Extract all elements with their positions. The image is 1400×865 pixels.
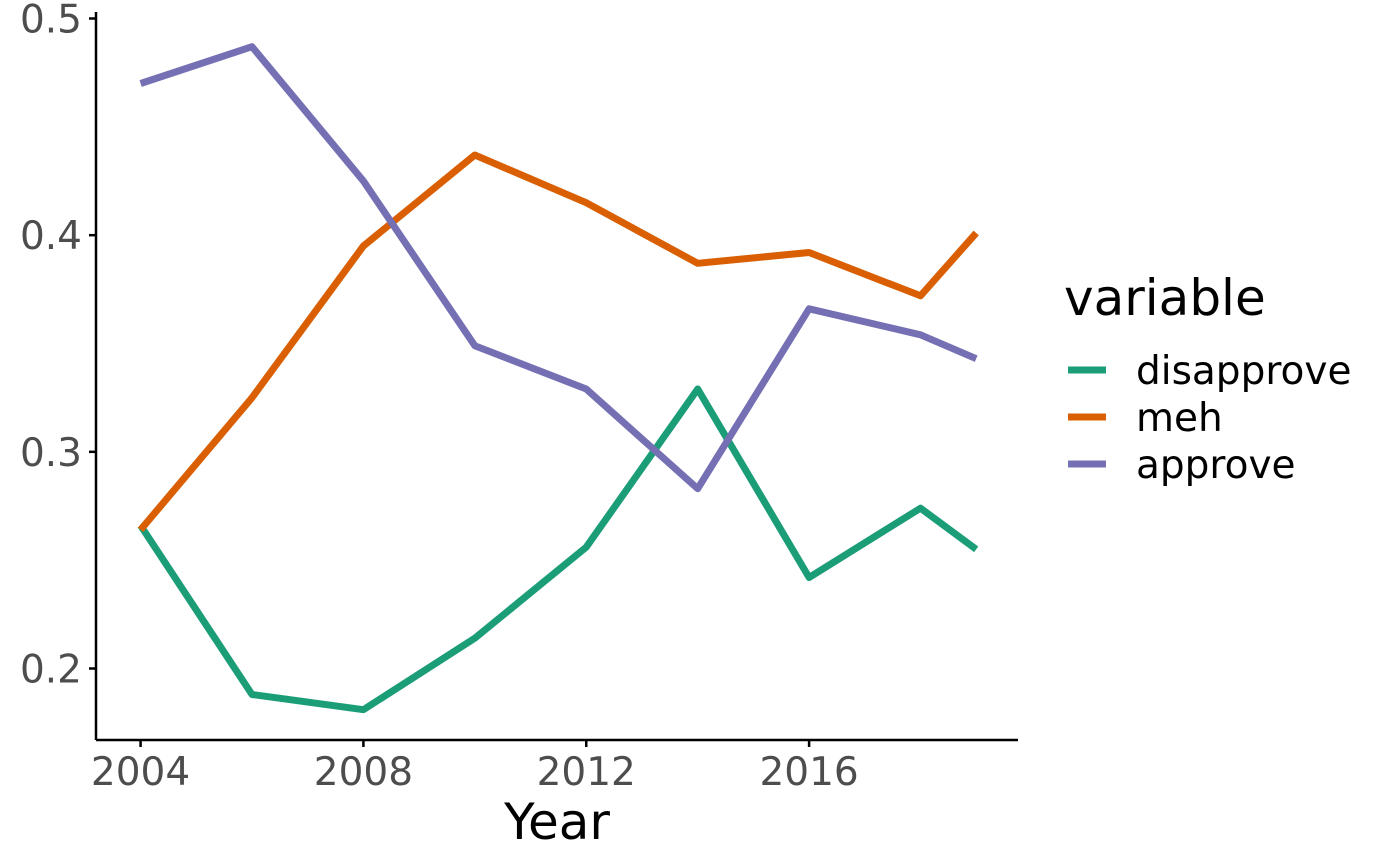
x-tick-label: 2008 xyxy=(314,750,413,795)
x-tick-label: 2012 xyxy=(537,750,636,795)
legend-label-disapprove: disapprove xyxy=(1136,349,1351,394)
legend-label-meh: meh xyxy=(1136,396,1223,441)
series-lines xyxy=(137,43,979,714)
y-tick-label: 0.2 xyxy=(20,648,82,693)
x-tick-label: 2004 xyxy=(91,750,190,795)
legend-title: variable xyxy=(1064,269,1266,327)
y-tick-label: 0.3 xyxy=(20,431,82,476)
legend-label-approve: approve xyxy=(1136,443,1296,488)
x-tick-label: 2016 xyxy=(759,750,858,795)
x-axis-title: Year xyxy=(503,793,610,851)
series-line-meh xyxy=(137,151,979,533)
series-line-disapprove xyxy=(137,385,979,714)
y-tick-label: 0.5 xyxy=(20,0,82,43)
series-line-approve xyxy=(139,43,978,493)
axes: 0.2 0.3 0.4 0.5 2004 2008 2012 2016 Year xyxy=(20,0,1018,851)
y-tick-label: 0.4 xyxy=(20,214,82,259)
